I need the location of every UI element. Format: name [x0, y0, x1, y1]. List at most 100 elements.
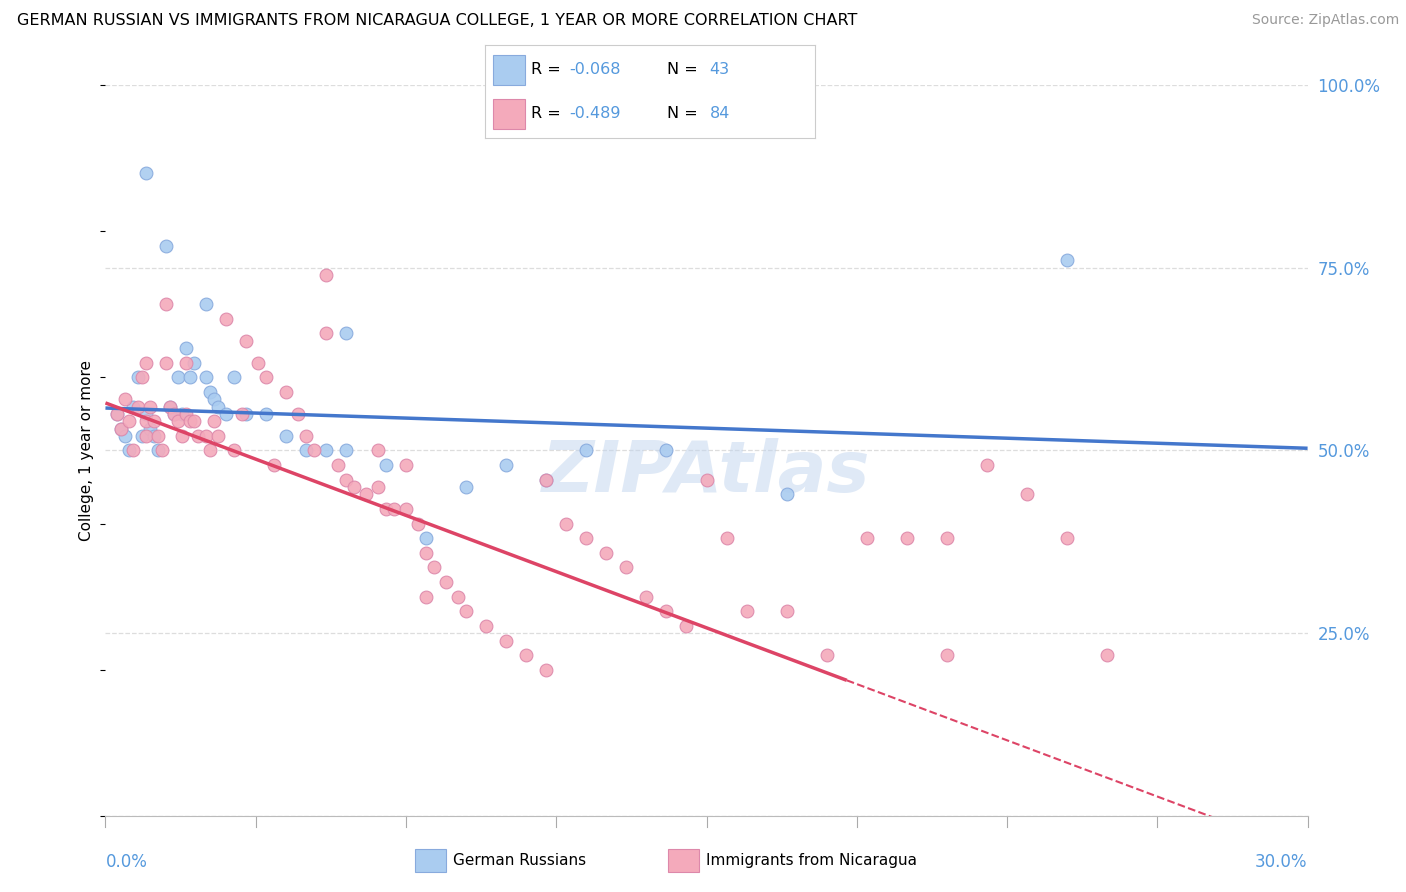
Point	[495, 633, 517, 648]
Point	[159, 400, 181, 414]
Point	[107, 407, 129, 421]
Point	[295, 429, 318, 443]
Point	[515, 648, 537, 663]
Point	[423, 560, 446, 574]
Point	[395, 502, 418, 516]
Point	[896, 531, 918, 545]
Point	[287, 407, 309, 421]
Point	[194, 429, 217, 443]
Point	[202, 414, 225, 428]
Point	[1056, 253, 1078, 268]
Text: German Russians: German Russians	[453, 854, 586, 868]
Point	[655, 443, 678, 458]
Point	[976, 458, 998, 472]
Point	[395, 458, 418, 472]
Point	[1017, 487, 1039, 501]
Point	[495, 458, 517, 472]
Point	[1097, 648, 1119, 663]
Point	[855, 531, 877, 545]
Point	[675, 619, 697, 633]
Point	[179, 414, 201, 428]
Point	[222, 370, 245, 384]
Point	[575, 443, 598, 458]
Point	[655, 604, 678, 618]
Point	[815, 648, 838, 663]
Point	[315, 326, 337, 341]
Point	[936, 531, 959, 545]
Text: -0.489: -0.489	[569, 106, 621, 121]
Point	[162, 407, 184, 421]
Text: N =: N =	[666, 106, 703, 121]
Text: -0.068: -0.068	[569, 62, 621, 78]
Text: R =: R =	[531, 106, 567, 121]
Point	[475, 619, 498, 633]
Point	[636, 590, 658, 604]
Point	[415, 546, 437, 560]
Point	[315, 443, 337, 458]
Point	[367, 480, 389, 494]
Text: GERMAN RUSSIAN VS IMMIGRANTS FROM NICARAGUA COLLEGE, 1 YEAR OR MORE CORRELATION : GERMAN RUSSIAN VS IMMIGRANTS FROM NICARA…	[17, 13, 858, 29]
Point	[222, 443, 245, 458]
Point	[142, 429, 165, 443]
Point	[335, 473, 357, 487]
Point	[295, 443, 318, 458]
Point	[326, 458, 349, 472]
Point	[254, 370, 277, 384]
Point	[183, 356, 205, 370]
Point	[110, 421, 132, 435]
Point	[122, 400, 145, 414]
Point	[246, 356, 269, 370]
Text: 43: 43	[710, 62, 730, 78]
Point	[110, 421, 132, 435]
Point	[263, 458, 285, 472]
Y-axis label: College, 1 year or more: College, 1 year or more	[79, 360, 94, 541]
Point	[274, 384, 297, 399]
Point	[127, 370, 149, 384]
Point	[142, 414, 165, 428]
Point	[174, 356, 197, 370]
Point	[406, 516, 429, 531]
Point	[595, 546, 617, 560]
Point	[146, 429, 169, 443]
Point	[162, 407, 184, 421]
Point	[170, 407, 193, 421]
Point	[335, 326, 357, 341]
Point	[202, 392, 225, 407]
Point	[155, 297, 177, 311]
Point	[194, 370, 217, 384]
Text: Immigrants from Nicaragua: Immigrants from Nicaragua	[706, 854, 917, 868]
Point	[616, 560, 638, 574]
Point	[434, 575, 457, 590]
Point	[214, 311, 236, 326]
FancyBboxPatch shape	[494, 99, 524, 129]
Point	[166, 414, 188, 428]
Point	[198, 384, 221, 399]
Point	[170, 429, 193, 443]
Point	[118, 414, 141, 428]
Point	[575, 531, 598, 545]
Point	[776, 487, 799, 501]
Point	[534, 663, 557, 677]
Point	[122, 443, 145, 458]
Point	[315, 268, 337, 282]
Point	[274, 429, 297, 443]
Point	[936, 648, 959, 663]
Point	[335, 443, 357, 458]
Point	[374, 502, 398, 516]
Text: R =: R =	[531, 62, 567, 78]
FancyBboxPatch shape	[494, 55, 524, 85]
Point	[382, 502, 405, 516]
Point	[231, 407, 253, 421]
Text: 84: 84	[710, 106, 730, 121]
Point	[716, 531, 738, 545]
Point	[343, 480, 366, 494]
Point	[127, 400, 149, 414]
Point	[114, 392, 136, 407]
Point	[235, 334, 257, 348]
Point	[447, 590, 470, 604]
Point	[454, 604, 477, 618]
Point	[354, 487, 377, 501]
Point	[194, 297, 217, 311]
Point	[235, 407, 257, 421]
Point	[207, 400, 229, 414]
